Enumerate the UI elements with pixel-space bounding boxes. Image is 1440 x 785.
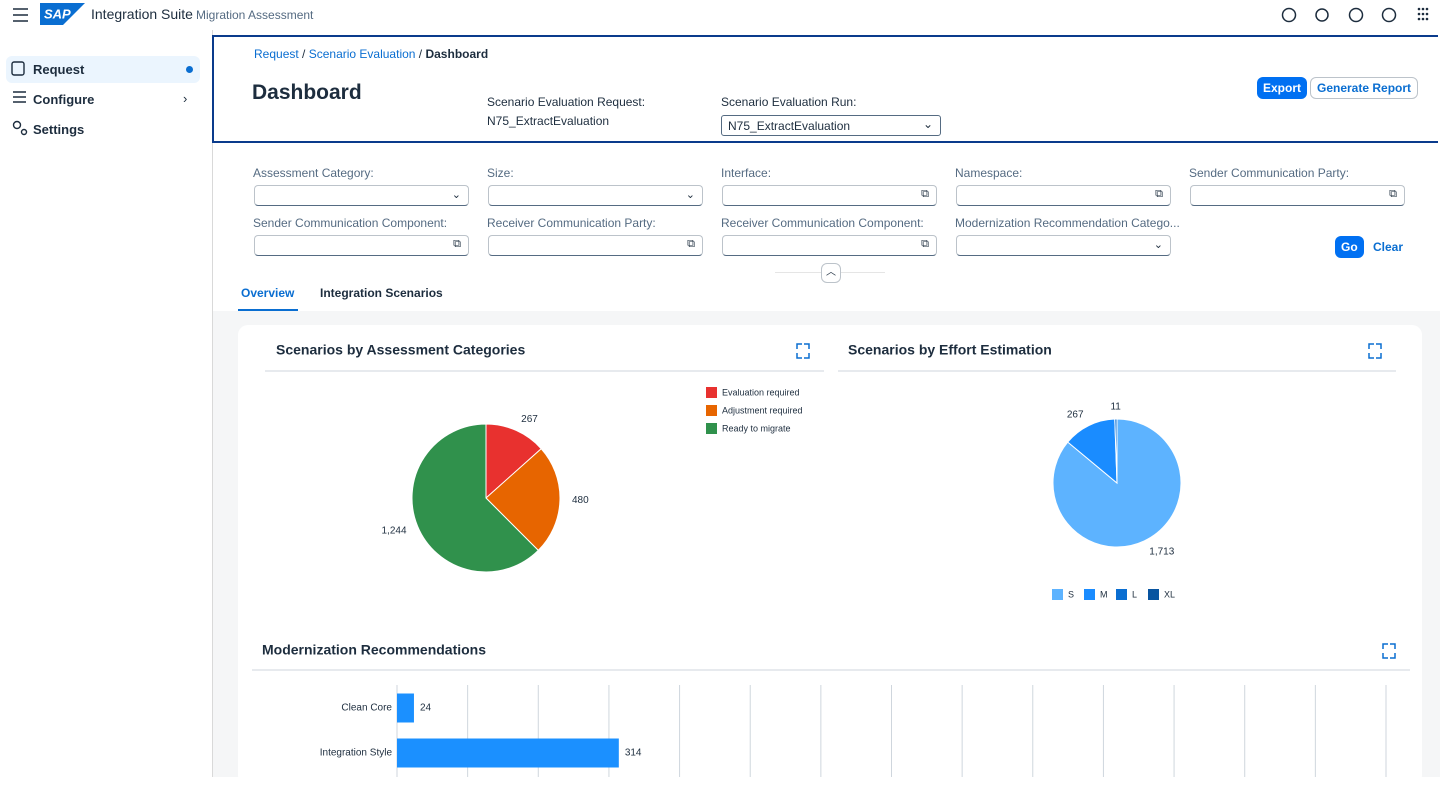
- report-button[interactable]: Generate Report: [1310, 77, 1419, 99]
- filter-input[interactable]: ⧉: [254, 235, 469, 256]
- clear-button[interactable]: Clear: [1373, 240, 1404, 254]
- nav-dot: [186, 66, 193, 73]
- nav-icons: [11, 61, 28, 136]
- nav-chevron: ›: [183, 91, 188, 106]
- breadcrumb[interactable]: Scenario Evaluation: [308, 47, 416, 61]
- side-nav: Request Configure › Settings: [0, 30, 213, 777]
- input-icon: ⧉: [921, 188, 929, 200]
- tab[interactable]: Overview: [241, 286, 295, 300]
- tab-underline: [238, 309, 298, 311]
- filter-input[interactable]: ⌄: [254, 185, 469, 206]
- filter-label: Receiver Communication Party:: [487, 216, 656, 230]
- menu-icon[interactable]: [13, 8, 29, 22]
- filter-label: Assessment Category:: [253, 166, 374, 180]
- shell-icons[interactable]: [1280, 6, 1436, 24]
- filter-input[interactable]: ⧉: [722, 235, 937, 256]
- input-icon: ⌄: [1153, 239, 1163, 251]
- filter-label: Size:: [487, 166, 514, 180]
- input-icon: ⧉: [687, 238, 695, 250]
- page-title: Dashboard: [252, 81, 362, 104]
- export-button[interactable]: Export: [1257, 77, 1308, 99]
- breadcrumb[interactable]: Request: [254, 47, 299, 61]
- breadcrumbs: Request / Scenario Evaluation / Dashboar…: [254, 47, 489, 61]
- collapse-button[interactable]: ︿: [821, 263, 841, 283]
- filter-input[interactable]: ⧉: [722, 185, 937, 206]
- request-value: N75_ExtractEvaluation: [487, 114, 610, 128]
- page-name: Migration Assessment: [196, 8, 314, 22]
- chevron: ⌄: [922, 117, 933, 131]
- nav-selected: [6, 56, 200, 83]
- filter-label: Namespace:: [955, 166, 1023, 180]
- filter-label: Modernization Recommendation Catego...: [955, 216, 1180, 230]
- filter-input[interactable]: ⌄: [956, 235, 1171, 256]
- shell-bar: SAP Integration Suite Migration Assessme…: [0, 0, 1440, 30]
- logo-text: SAP: [44, 6, 71, 21]
- filter-input[interactable]: ⧉: [1190, 185, 1405, 206]
- tab[interactable]: Integration Scenarios: [320, 286, 443, 300]
- logo[interactable]: SAP: [40, 3, 85, 25]
- filter-label: Sender Communication Party:: [1189, 166, 1350, 180]
- input-icon: ⌄: [451, 189, 461, 201]
- input-icon: ⧉: [453, 238, 461, 250]
- filter-input[interactable]: ⧉: [488, 235, 703, 256]
- input-icon: ⧉: [921, 238, 929, 250]
- go-button[interactable]: Go: [1335, 236, 1364, 258]
- run-value: N75_ExtractEvaluation: [728, 119, 851, 133]
- breadcrumb-current: Dashboard: [425, 47, 489, 61]
- input-icon: ⧉: [1389, 188, 1397, 200]
- chart-card: [238, 325, 1422, 785]
- run-select[interactable]: N75_ExtractEvaluation ⌄: [721, 115, 941, 136]
- input-icon: ⧉: [1155, 188, 1163, 200]
- nav-item[interactable]: Configure: [33, 92, 95, 107]
- request-label: Scenario Evaluation Request:: [487, 95, 646, 109]
- nav-item[interactable]: Request: [33, 62, 85, 77]
- input-icon: ⌄: [685, 189, 695, 201]
- product-name: Integration Suite: [91, 6, 193, 22]
- filter-label: Sender Communication Component:: [253, 216, 448, 230]
- nav-item[interactable]: Settings: [33, 122, 85, 137]
- object-header: [212, 35, 1438, 143]
- filter-label: Interface:: [721, 166, 772, 180]
- run-label: Scenario Evaluation Run:: [721, 95, 857, 109]
- filter-input[interactable]: ⌄: [488, 185, 703, 206]
- filter-input[interactable]: ⧉: [956, 185, 1171, 206]
- filter-label: Receiver Communication Component:: [721, 216, 924, 230]
